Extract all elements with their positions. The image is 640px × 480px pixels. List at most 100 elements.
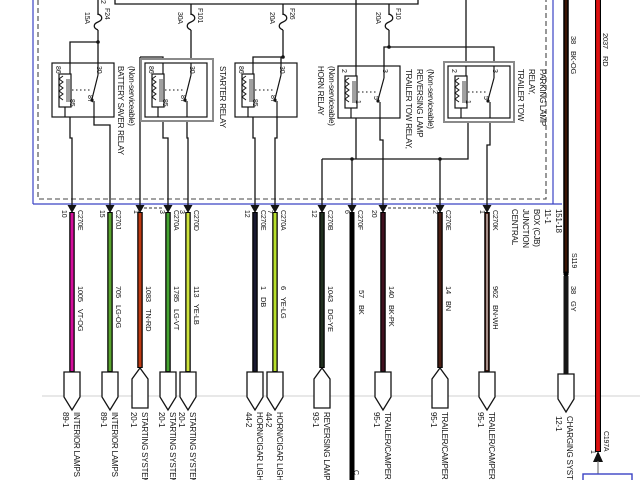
relay-trailer-parking-title: TRAILER TOW RELAY, PARKING LAMP [516,69,547,127]
cjb-pin: 1 [132,210,139,214]
destination-label: 93-1 REVERSING LAMPS [311,412,331,480]
relay-trailer-tow-parking [443,61,515,123]
destination-label: 95-1 TRAILER/CAMPER ADAPTER [476,412,496,480]
wire-code: 1DB [259,286,268,308]
wire-code-gy: 38GY [569,286,578,312]
pin-label: 3 [491,69,498,73]
fuse-symbols [93,13,394,31]
pin-label: 87 [269,95,276,103]
c197a-pin: 1 [589,450,596,454]
connector-label: C270E [444,210,451,231]
wire-code: 1005VT-OG [76,286,85,332]
destination-connectors [63,366,575,414]
wire-code: 1043DG-YE [326,286,335,332]
destination-label: 95-1 TRAILER/CAMPER ADAPTER [372,412,392,480]
pin-label: 87 [179,95,186,103]
wire-code: 1083TN-RD [144,286,153,332]
fuse-f10-icon [384,13,394,31]
cjb-pin: 20 [370,210,377,218]
top-pin-label: 2 [99,0,106,4]
wire-code-bk-og: 38BK-OG [569,36,578,75]
highlight-box [32,0,562,205]
pin-label: 30 [278,66,285,74]
splice-s119-label: S119 [570,253,577,269]
pin-label: 87 [86,95,93,103]
connector-label: C270F [356,210,363,231]
pin-label: 1 [354,100,361,104]
c197a-box [582,473,633,480]
relay-starter-title: STARTER RELAY [218,66,227,128]
pin-label: 30 [188,66,195,74]
fuse-f26-amp: 20A [268,12,275,24]
cjb-dashed-border [37,0,547,200]
pin-label: 5 [482,96,489,100]
pin-label: 85 [251,99,258,107]
destination-label: 89-1 INTERIOR LAMPS [99,412,119,477]
destination-label: 44-2 HORN/CIGAR LIGHTER [264,412,284,480]
fuse-f24-name: F24 [103,8,110,20]
cjb-pin: 15 [98,210,105,218]
wire-code: 962BN-WH [491,286,500,330]
fuse-f24-amp: 15A [83,12,90,24]
connector-label: C270A [172,210,179,231]
wire-code: 57BK [357,290,366,315]
connector-label: C270E [259,210,266,231]
wire-code: 140BK-PK [387,286,396,327]
fuse-f101-icon [186,13,196,31]
cjb-pin: 12 [310,210,317,218]
cjb-pin: 10 [60,210,67,218]
connector-label: C270J [114,210,121,230]
connector-c197a-label: C197A [602,431,609,452]
cjb-pin: 6 [343,210,350,214]
cjb-pin: 3 [178,210,185,214]
pin-label: 30 [95,66,102,74]
relay-battery-saver [51,62,115,118]
destination-label: 20-1 STARTING SYSTEM [157,412,177,480]
destination-label-charging: 12-1 CHARGING SYSTEM [554,416,574,480]
relay-horn-title: HORN RELAY (Non-serviceable) [316,66,336,126]
cjb-exit-arrows [67,205,492,213]
junction-dots [96,40,442,161]
fuse-f101-amp: 30A [176,12,183,24]
cjb-pin: 1 [478,210,485,214]
pin-label: 3 [381,69,388,73]
splice-s119-dot [563,271,569,277]
pin-label: 1 [464,100,471,104]
wire-code: 6YE-LG [279,286,288,319]
right-wires [563,0,633,480]
pin-label: 86 [147,66,154,74]
connector-label: C270E [76,210,83,231]
fuse-f26-name: F26 [288,8,295,20]
colored-wires [69,212,490,480]
cjb-pin: 3 [158,210,165,214]
wire-code: 14BN [444,286,453,311]
connector-label: C270D [192,210,199,231]
destination-label: 95-1 TRAILER/CAMPER ADAPTER [429,412,449,480]
relay-battery-saver-title: BATTERY SAVER RELAY (Non-serviceable) [116,66,136,155]
destination-label: 20-1 STARTING SYSTEM [129,412,149,480]
fuse-f26-icon [278,13,288,31]
destination-label: 20-1 STARTING SYSTEM [177,412,197,480]
fuse-f10-name: F10 [394,8,401,20]
wire-code: 705LG-OG [114,286,123,329]
fuse-f101-name: F101 [196,8,203,24]
cjb-label: CENTRAL JUNCTION BOX (CJB) 11-1 151-18 [510,209,563,248]
c197a-arrow [593,451,603,462]
pin-label: 86 [54,66,61,74]
relay-starter [140,58,214,122]
connector-label: C270B [326,210,333,231]
relay-horn [234,62,298,118]
destination-label: 44-2 HORN/CIGAR LIGHTER [244,412,264,480]
relay-trailer-reversing-title: TRAILER TOW RELAY, REVERSING LAMP (Non-ser… [404,69,435,149]
pin-label: 86 [237,66,244,74]
pin-label: 85 [68,99,75,107]
connector-label: C270K [491,210,498,231]
cjb-pin: 2 [431,210,438,214]
pin-label: 2 [340,69,347,73]
wiring-lines [69,0,495,205]
cutoff-connector-label: C [352,470,359,475]
fuse-f24-icon [93,13,103,31]
cjb-pin: 12 [243,210,250,218]
